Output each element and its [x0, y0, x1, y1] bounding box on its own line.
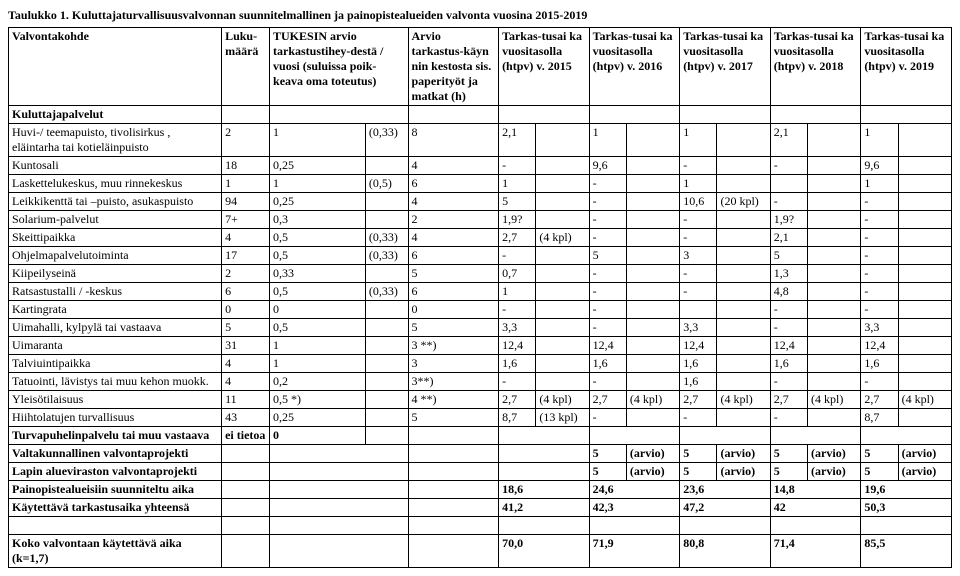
col-header: Tarkas-tusai ka vuositasolla (htpv) v. 2… — [589, 28, 680, 106]
row-label: Kartingrata — [9, 301, 222, 319]
table-row: Solarium-palvelut7+0,321,9?--1,9?- — [9, 211, 952, 229]
row-label: Turvapuhelinpalvelu tai muu vastaava — [9, 427, 222, 445]
table-row: Hiihtolatujen turvallisuus430,2558,7(13 … — [9, 409, 952, 427]
col-header: Tarkas-tusai ka vuositasolla (htpv) v. 2… — [861, 28, 952, 106]
table-row: Käytettävä tarkastusaika yhteensä41,242,… — [9, 499, 952, 517]
table-row: Laskettelukeskus, muu rinnekeskus11(0,5)… — [9, 175, 952, 193]
row-label: Laskettelukeskus, muu rinnekeskus — [9, 175, 222, 193]
table-row: Tatuointi, lävistys tai muu kehon muokk.… — [9, 373, 952, 391]
main-table: Valvontakohde Luku-määrä TUKESIN arvio t… — [8, 27, 952, 568]
row-label: Valtakunnallinen valvontaprojekti — [9, 445, 222, 463]
table-row: Turvapuhelinpalvelu tai muu vastaavaei t… — [9, 427, 952, 445]
section-label: Kuluttajapalvelut — [9, 106, 222, 124]
row-label: Lapin alueviraston valvontaprojekti — [9, 463, 222, 481]
table-row: Leikkikenttä tai –puisto, asukaspuisto94… — [9, 193, 952, 211]
col-header: Tarkas-tusai ka vuositasolla (htpv) v. 2… — [499, 28, 590, 106]
col-header: Tarkas-tusai ka vuositasolla (htpv) v. 2… — [770, 28, 861, 106]
table-row: Ratsastustalli / -keskus60,5(0,33)61--4,… — [9, 283, 952, 301]
row-label: Skeittipaikka — [9, 229, 222, 247]
header-row: Valvontakohde Luku-määrä TUKESIN arvio t… — [9, 28, 952, 106]
spacer-row — [9, 517, 952, 535]
table-row: Kuntosali180,254-9,6--9,6 — [9, 157, 952, 175]
row-label: Ohjelmapalvelutoiminta — [9, 247, 222, 265]
row-label: Huvi-/ teemapuisto, tivolisirkus , eläin… — [9, 124, 222, 157]
row-label: Uimahalli, kylpylä tai vastaava — [9, 319, 222, 337]
row-label: Talviuintipaikka — [9, 355, 222, 373]
col-header: Arvio tarkastus-käyn nin kestosta sis. p… — [408, 28, 499, 106]
table-row: Kiipeilyseinä20,3350,7--1,3- — [9, 265, 952, 283]
table-row: Uimaranta3113 **)12,412,412,412,412,4 — [9, 337, 952, 355]
table-row: Painopistealueisiin suunniteltu aika18,6… — [9, 481, 952, 499]
row-label: Kuntosali — [9, 157, 222, 175]
row-label: Ratsastustalli / -keskus — [9, 283, 222, 301]
row-label: Käytettävä tarkastusaika yhteensä — [9, 499, 222, 517]
table-row: Yleisötilaisuus110,5 *)4 **)2,7(4 kpl)2,… — [9, 391, 952, 409]
table-row: Skeittipaikka40,5(0,33)42,7(4 kpl)--2,1- — [9, 229, 952, 247]
row-label: Solarium-palvelut — [9, 211, 222, 229]
table-row: Talviuintipaikka4131,61,61,61,61,6 — [9, 355, 952, 373]
row-label: Painopistealueisiin suunniteltu aika — [9, 481, 222, 499]
row-label: Kiipeilyseinä — [9, 265, 222, 283]
table-row: Uimahalli, kylpylä tai vastaava50,553,3-… — [9, 319, 952, 337]
table-row: Lapin alueviraston valvontaprojekti5(arv… — [9, 463, 952, 481]
row-label: Koko valvontaan käytettävä aika (k=1,7) — [9, 535, 222, 568]
col-header: Valvontakohde — [9, 28, 222, 106]
col-header: TUKESIN arvio tarkastustihey-destä / vuo… — [270, 28, 408, 106]
section-row: Kuluttajapalvelut — [9, 106, 952, 124]
table-row: Ohjelmapalvelutoiminta170,5(0,33)6-535- — [9, 247, 952, 265]
row-label: Hiihtolatujen turvallisuus — [9, 409, 222, 427]
row-label: Tatuointi, lävistys tai muu kehon muokk. — [9, 373, 222, 391]
table-title: Taulukko 1. Kuluttajaturvallisuusvalvonn… — [8, 8, 952, 23]
table-row: Valtakunnallinen valvontaprojekti5(arvio… — [9, 445, 952, 463]
table-row: Huvi-/ teemapuisto, tivolisirkus , eläin… — [9, 124, 952, 157]
table-row: Kartingrata000---- — [9, 301, 952, 319]
col-header: Tarkas-tusai ka vuositasolla (htpv) v. 2… — [680, 28, 771, 106]
row-label: Yleisötilaisuus — [9, 391, 222, 409]
row-label: Uimaranta — [9, 337, 222, 355]
row-label: Leikkikenttä tai –puisto, asukaspuisto — [9, 193, 222, 211]
col-header: Luku-määrä — [222, 28, 270, 106]
total-row: Koko valvontaan käytettävä aika (k=1,7)7… — [9, 535, 952, 568]
